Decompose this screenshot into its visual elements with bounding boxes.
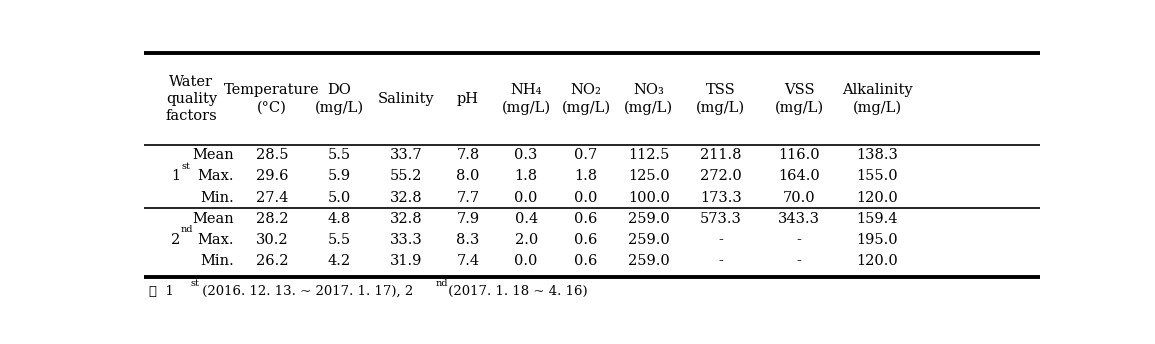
Text: 125.0: 125.0 xyxy=(628,169,670,183)
Text: nd: nd xyxy=(435,279,448,288)
Text: 4.8: 4.8 xyxy=(327,212,351,226)
Text: 272.0: 272.0 xyxy=(700,169,742,183)
Text: 7.8: 7.8 xyxy=(456,148,479,162)
Text: 28.2: 28.2 xyxy=(255,212,289,226)
Text: NO₂
(mg/L): NO₂ (mg/L) xyxy=(561,83,611,115)
Text: 8.3: 8.3 xyxy=(456,233,479,247)
Text: 343.3: 343.3 xyxy=(778,212,820,226)
Text: 1.8: 1.8 xyxy=(574,169,597,183)
Text: DO
(mg/L): DO (mg/L) xyxy=(314,83,364,115)
Text: (2016. 12. 13. ~ 2017. 1. 17), 2: (2016. 12. 13. ~ 2017. 1. 17), 2 xyxy=(199,285,413,298)
Text: 2: 2 xyxy=(171,233,180,247)
Text: 27.4: 27.4 xyxy=(255,191,288,205)
Text: pH: pH xyxy=(457,92,479,106)
Text: 259.0: 259.0 xyxy=(628,233,670,247)
Text: 120.0: 120.0 xyxy=(856,254,897,268)
Text: Min.: Min. xyxy=(200,191,233,205)
Text: 0.6: 0.6 xyxy=(574,233,598,247)
Text: st: st xyxy=(191,279,200,288)
Text: 2.0: 2.0 xyxy=(514,233,538,247)
Text: Salinity: Salinity xyxy=(378,92,434,106)
Text: (2017. 1. 18 ~ 4. 16): (2017. 1. 18 ~ 4. 16) xyxy=(445,285,588,298)
Text: 0.6: 0.6 xyxy=(574,212,598,226)
Text: Min.: Min. xyxy=(200,254,233,268)
Text: Mean: Mean xyxy=(192,148,233,162)
Text: 5.5: 5.5 xyxy=(328,148,351,162)
Text: 29.6: 29.6 xyxy=(255,169,289,183)
Text: 195.0: 195.0 xyxy=(856,233,897,247)
Text: 5.9: 5.9 xyxy=(328,169,351,183)
Text: 159.4: 159.4 xyxy=(856,212,897,226)
Text: 0.3: 0.3 xyxy=(514,148,538,162)
Text: Max.: Max. xyxy=(198,233,233,247)
Text: 7.4: 7.4 xyxy=(456,254,479,268)
Text: Water
quality
factors: Water quality factors xyxy=(165,75,217,123)
Text: 5.0: 5.0 xyxy=(327,191,351,205)
Text: VSS
(mg/L): VSS (mg/L) xyxy=(775,83,824,115)
Text: 164.0: 164.0 xyxy=(778,169,820,183)
Text: 5.5: 5.5 xyxy=(328,233,351,247)
Text: Mean: Mean xyxy=(192,212,233,226)
Text: st: st xyxy=(181,162,189,171)
Text: 32.8: 32.8 xyxy=(390,212,423,226)
Text: 259.0: 259.0 xyxy=(628,254,670,268)
Text: 4.2: 4.2 xyxy=(328,254,351,268)
Text: 1: 1 xyxy=(171,169,180,183)
Text: 100.0: 100.0 xyxy=(628,191,670,205)
Text: nd: nd xyxy=(181,225,194,234)
Text: ※  1: ※ 1 xyxy=(149,285,173,298)
Text: -: - xyxy=(797,254,802,268)
Text: Alkalinity
(mg/L): Alkalinity (mg/L) xyxy=(842,83,912,115)
Text: 70.0: 70.0 xyxy=(783,191,815,205)
Text: 8.0: 8.0 xyxy=(456,169,479,183)
Text: 211.8: 211.8 xyxy=(700,148,742,162)
Text: 0.7: 0.7 xyxy=(574,148,598,162)
Text: 116.0: 116.0 xyxy=(778,148,820,162)
Text: 33.3: 33.3 xyxy=(390,233,423,247)
Text: TSS
(mg/L): TSS (mg/L) xyxy=(696,83,745,115)
Text: 28.5: 28.5 xyxy=(255,148,289,162)
Text: -: - xyxy=(797,233,802,247)
Text: -: - xyxy=(718,254,723,268)
Text: 573.3: 573.3 xyxy=(700,212,742,226)
Text: 0.4: 0.4 xyxy=(514,212,538,226)
Text: 138.3: 138.3 xyxy=(856,148,897,162)
Text: 0.0: 0.0 xyxy=(574,191,598,205)
Text: 30.2: 30.2 xyxy=(255,233,289,247)
Text: 0.6: 0.6 xyxy=(574,254,598,268)
Text: 112.5: 112.5 xyxy=(628,148,670,162)
Text: 259.0: 259.0 xyxy=(628,212,670,226)
Text: 7.9: 7.9 xyxy=(456,212,479,226)
Text: 0.0: 0.0 xyxy=(514,191,538,205)
Text: Temperature
(°C): Temperature (°C) xyxy=(224,83,320,115)
Text: 0.0: 0.0 xyxy=(514,254,538,268)
Text: 1.8: 1.8 xyxy=(515,169,538,183)
Text: 33.7: 33.7 xyxy=(390,148,423,162)
Text: 55.2: 55.2 xyxy=(390,169,423,183)
Text: 155.0: 155.0 xyxy=(856,169,897,183)
Text: 7.7: 7.7 xyxy=(456,191,479,205)
Text: NH₄
(mg/L): NH₄ (mg/L) xyxy=(501,83,551,115)
Text: NO₃
(mg/L): NO₃ (mg/L) xyxy=(624,83,673,115)
Text: -: - xyxy=(718,233,723,247)
Text: 173.3: 173.3 xyxy=(700,191,742,205)
Text: 31.9: 31.9 xyxy=(390,254,423,268)
Text: 32.8: 32.8 xyxy=(390,191,423,205)
Text: 26.2: 26.2 xyxy=(255,254,289,268)
Text: 120.0: 120.0 xyxy=(856,191,897,205)
Text: Max.: Max. xyxy=(198,169,233,183)
